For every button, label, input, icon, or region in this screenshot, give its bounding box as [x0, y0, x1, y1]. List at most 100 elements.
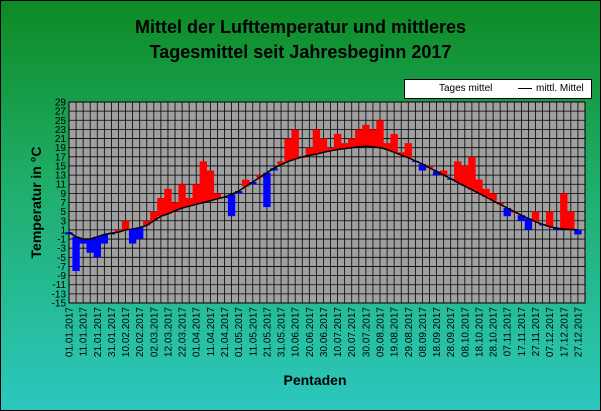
daily-mean-bar — [312, 129, 321, 155]
daily-mean-bar — [305, 147, 314, 156]
daily-mean-bar — [79, 239, 87, 244]
x-tick-label: 10.06.2017 — [291, 307, 302, 357]
daily-mean-bar — [425, 165, 434, 168]
y-tick-label: 25 — [55, 116, 67, 127]
x-tick-label: 02.03.2017 — [149, 307, 160, 357]
daily-mean-bar — [192, 184, 200, 205]
chart-title-line-1: Mittel der Lufttemperatur und mittleres — [134, 17, 467, 37]
x-tick-label: 21.04.2017 — [220, 307, 231, 357]
y-tick-label: 1 — [60, 225, 66, 236]
y-tick-label: 17 — [55, 152, 67, 163]
x-tick-label: 17.12.2017 — [559, 307, 570, 357]
daily-mean-bar — [553, 228, 561, 230]
x-tick-label: 11.04.2017 — [206, 307, 217, 357]
y-tick-label: -5 — [57, 253, 66, 264]
daily-mean-bar — [93, 236, 101, 258]
x-tick-label: 07.11.2017 — [503, 307, 514, 357]
x-tick-label: 08.09.2017 — [418, 307, 429, 357]
daily-mean-bar — [121, 220, 130, 230]
x-tick-label: 20.07.2017 — [347, 307, 358, 357]
daily-mean-bar — [362, 124, 370, 147]
y-tick-label: -15 — [52, 299, 67, 310]
y-tick-label: -7 — [57, 262, 66, 273]
daily-mean-bar — [496, 202, 504, 205]
daily-mean-bar — [171, 202, 179, 211]
legend-label-daily-mean: Tages mittel — [439, 83, 493, 94]
x-tick-label: 30.06.2017 — [319, 307, 330, 357]
daily-mean-bar — [489, 193, 497, 201]
y-tick-label: 15 — [55, 161, 67, 172]
daily-mean-bar — [531, 211, 540, 222]
daily-mean-bar — [574, 229, 582, 235]
daily-mean-bar — [524, 218, 533, 230]
y-tick-label: 27 — [55, 107, 67, 118]
daily-mean-bar — [284, 138, 292, 162]
x-tick-label: 19.08.2017 — [390, 307, 401, 357]
daily-mean-bar — [418, 164, 427, 171]
daily-mean-bar — [256, 175, 264, 178]
daily-mean-bar — [185, 197, 193, 207]
y-tick-label: 19 — [55, 143, 67, 154]
daily-mean-bar — [404, 143, 412, 158]
x-tick-label: 28.09.2017 — [446, 307, 457, 357]
daily-mean-bar — [369, 129, 377, 147]
x-tick-label: 21.01.2017 — [93, 307, 104, 357]
legend: Tages mittel mittl. Mittel — [404, 79, 592, 99]
daily-mean-bar — [439, 170, 448, 176]
daily-mean-bar — [65, 232, 73, 235]
daily-mean-bar — [567, 211, 575, 230]
daily-mean-bar — [475, 179, 483, 194]
daily-mean-bar — [263, 172, 271, 208]
daily-mean-bar — [234, 191, 243, 194]
y-tick-label: -1 — [57, 235, 66, 246]
y-tick-label: 5 — [60, 207, 66, 218]
daily-mean-bar — [340, 143, 349, 149]
daily-mean-bar — [164, 188, 172, 214]
daily-mean-bar — [461, 165, 469, 187]
y-tick-label: 11 — [56, 180, 67, 191]
chart-title: Mittel der Lufttemperatur und mittleres … — [1, 15, 600, 65]
x-tick-label: 10.02.2017 — [121, 307, 132, 357]
x-tick-label: 31.05.2017 — [277, 307, 288, 357]
x-tick-label: 20.02.2017 — [135, 307, 146, 357]
daily-mean-bar — [348, 138, 356, 148]
daily-mean-bar — [291, 129, 299, 160]
x-tick-label: 21.05.2017 — [262, 307, 273, 357]
y-tick-label: -11 — [52, 280, 66, 291]
daily-mean-bar — [319, 138, 328, 153]
x-tick-label: 30.07.2017 — [361, 307, 372, 357]
daily-mean-bar — [482, 188, 490, 198]
daily-mean-bar — [560, 193, 568, 229]
daily-mean-bar — [249, 181, 257, 185]
y-tick-label: 21 — [55, 134, 67, 145]
daily-mean-bar — [199, 161, 207, 203]
daily-mean-bar — [227, 194, 236, 217]
x-tick-label: 18.10.2017 — [474, 307, 485, 357]
chart-title-line-2: Tagesmittel seit Jahresbeginn 2017 — [149, 42, 452, 62]
x-tick-label: 12.03.2017 — [163, 307, 174, 357]
daily-mean-bar — [517, 215, 526, 221]
daily-mean-bar — [100, 234, 109, 244]
daily-mean-bar — [397, 152, 405, 155]
legend-line-marker — [518, 88, 532, 89]
daily-mean-bar — [72, 236, 80, 272]
x-tick-label: 27.11.2017 — [531, 307, 542, 357]
daily-mean-bar — [390, 133, 398, 153]
x-tick-label: 09.08.2017 — [376, 307, 387, 357]
y-axis-title: Temperatur in °C — [28, 147, 44, 259]
x-tick-label: 10.07.2017 — [333, 307, 344, 357]
daily-mean-bar — [157, 197, 165, 217]
daily-mean-bar — [355, 129, 363, 147]
daily-mean-bar — [468, 156, 476, 190]
daily-mean-bar — [503, 207, 511, 217]
daily-mean-bar — [114, 229, 123, 233]
daily-mean-bar — [277, 161, 285, 165]
x-tick-label: 29.08.2017 — [404, 307, 415, 357]
x-tick-label: 31.01.2017 — [107, 307, 118, 357]
y-tick-label: 3 — [60, 216, 66, 227]
x-axis-title: Pentaden — [283, 372, 346, 388]
daily-mean-bar — [206, 170, 215, 201]
y-tick-label: 9 — [60, 189, 66, 200]
x-tick-label: 18.09.2017 — [432, 307, 443, 357]
